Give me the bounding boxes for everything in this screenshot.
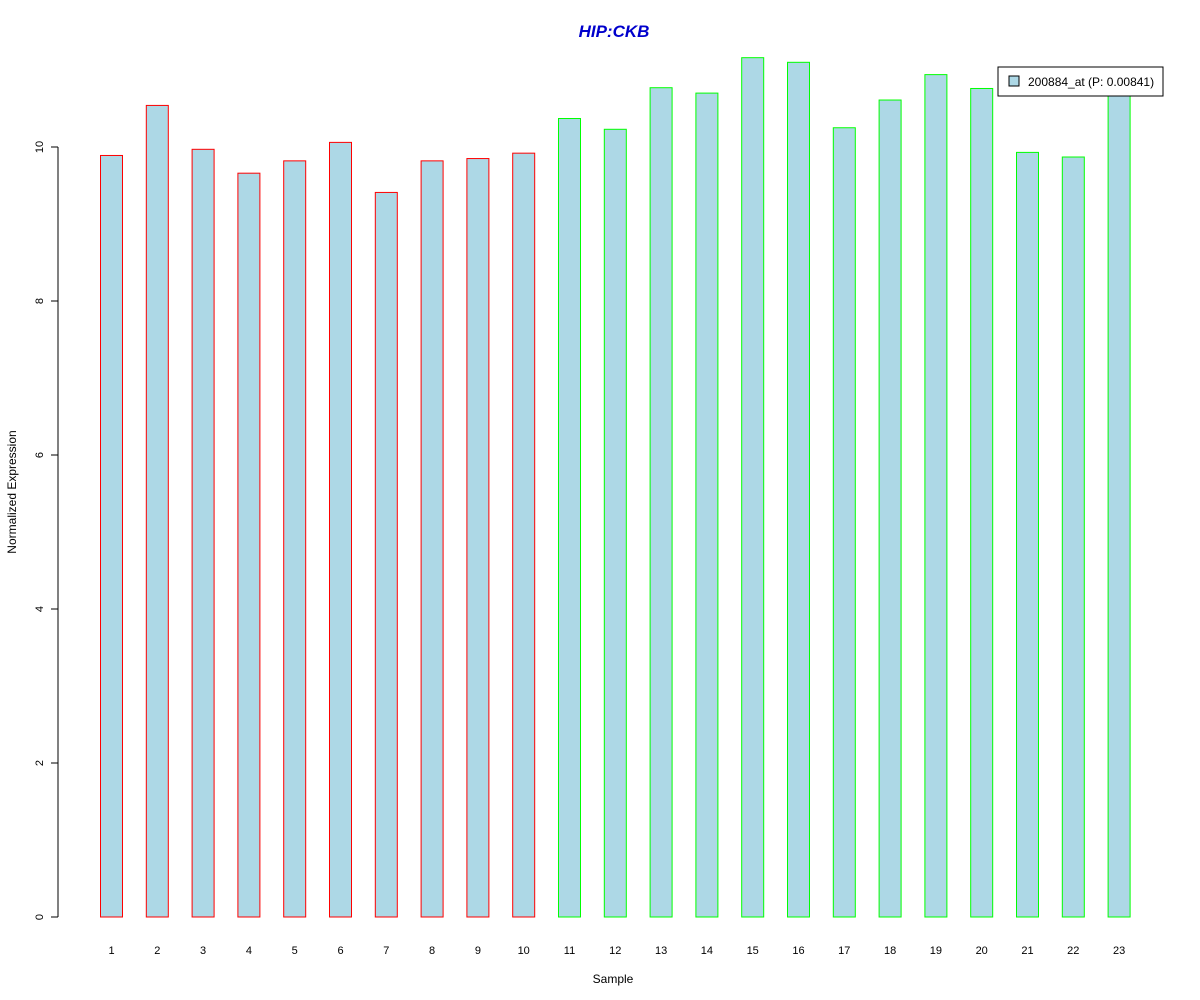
y-tick-label: 10 xyxy=(34,141,46,153)
bar-sample-9 xyxy=(466,158,490,918)
bar-sample-21 xyxy=(1016,151,1039,918)
chart-title: HIP:CKB xyxy=(579,22,650,41)
x-tick-label: 4 xyxy=(246,945,252,957)
x-tick-label: 5 xyxy=(292,945,298,957)
bar-sample-22 xyxy=(1061,156,1085,918)
x-tick-label: 2 xyxy=(154,945,160,957)
legend-box xyxy=(997,66,1164,97)
bar-sample-10 xyxy=(512,152,536,918)
x-tick-label: 12 xyxy=(609,945,621,957)
x-axis-label: Sample xyxy=(593,972,634,986)
y-axis-label: Normalized Expression xyxy=(5,430,19,553)
bar-sample-17 xyxy=(832,127,856,918)
x-tick-label: 8 xyxy=(429,945,435,957)
y-tick-label: 6 xyxy=(34,452,46,458)
x-tick-label: 13 xyxy=(655,945,667,957)
bar-sample-3 xyxy=(191,148,215,918)
legend-entry: 200884_at (P: 0.00841) xyxy=(1028,75,1154,89)
x-tick-label: 14 xyxy=(701,945,713,957)
bar-sample-5 xyxy=(283,160,307,918)
bar-sample-1 xyxy=(100,154,123,918)
x-tick-label: 18 xyxy=(884,945,896,957)
bar-sample-11 xyxy=(558,118,581,918)
y-tick-label: 2 xyxy=(34,760,46,766)
x-tick-label: 17 xyxy=(838,945,850,957)
x-tick-label: 21 xyxy=(1021,945,1033,957)
x-tick-label: 6 xyxy=(337,945,343,957)
bar-sample-6 xyxy=(329,141,352,918)
bar-sample-19 xyxy=(924,74,948,918)
bar-sample-15 xyxy=(741,57,765,918)
bar-sample-13 xyxy=(649,87,673,918)
x-tick-label: 22 xyxy=(1067,945,1079,957)
x-tick-label: 16 xyxy=(792,945,804,957)
legend-swatch xyxy=(1008,75,1020,87)
legend: 200884_at (P: 0.00841) xyxy=(997,66,1164,97)
bar-sample-23 xyxy=(1107,92,1131,918)
bar-sample-18 xyxy=(878,99,902,918)
bar-sample-7 xyxy=(374,191,398,918)
bar-sample-16 xyxy=(787,61,810,918)
x-axis-tick-labels: 1 2 3 4 5 6 7 8 9 10 11 12 13 14 15 16 17 18 19 20 21 22 23 xyxy=(108,945,1125,957)
x-tick-label: 3 xyxy=(200,945,206,957)
x-tick-label: 10 xyxy=(518,945,530,957)
y-tick-label: 0 xyxy=(34,914,46,920)
x-tick-label: 7 xyxy=(383,945,389,957)
x-tick-label: 11 xyxy=(564,945,575,957)
x-tick-label: 9 xyxy=(475,945,481,957)
bar-sample-2 xyxy=(145,104,169,918)
x-tick-label: 20 xyxy=(976,945,988,957)
x-tick-label: 23 xyxy=(1113,945,1125,957)
bar-sample-20 xyxy=(970,87,994,918)
y-tick-label: 4 xyxy=(34,606,46,612)
bars xyxy=(100,57,1131,918)
bar-sample-8 xyxy=(420,160,444,918)
y-tick-label: 8 xyxy=(34,298,46,304)
x-tick-label: 19 xyxy=(930,945,942,957)
y-axis: 0 2 4 6 8 10 xyxy=(34,141,59,920)
bar-sample-4 xyxy=(237,172,261,918)
bar-sample-12 xyxy=(603,128,627,918)
x-tick-label: 1 xyxy=(108,945,114,957)
x-tick-label: 15 xyxy=(747,945,759,957)
bar-sample-14 xyxy=(695,92,719,918)
